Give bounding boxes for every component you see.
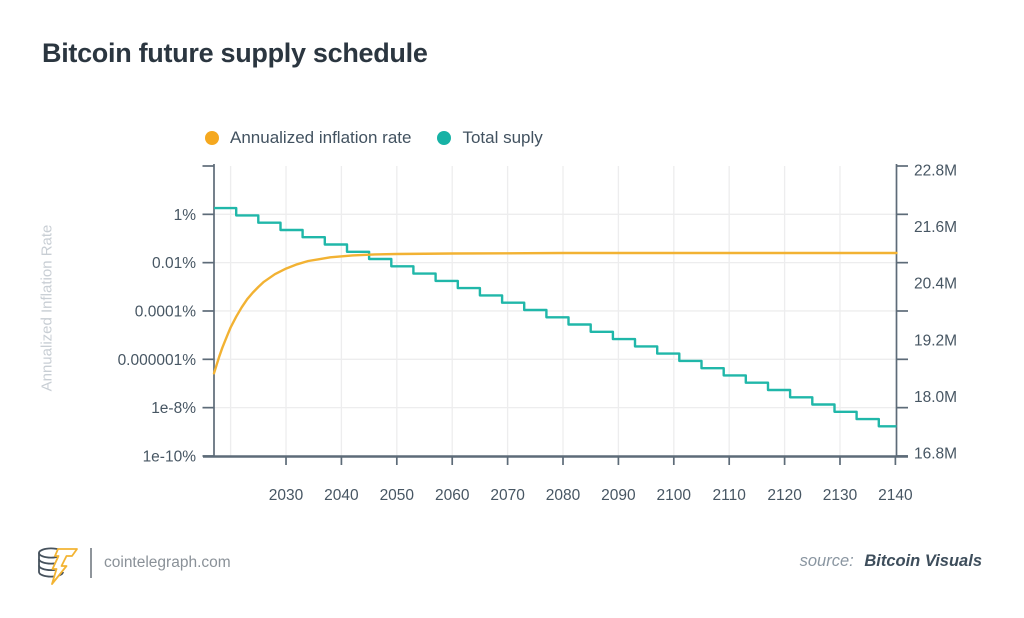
legend-item-supply-label: Total suply	[462, 128, 543, 147]
footer-site-text: cointelegraph.com	[104, 554, 231, 571]
y-left-tick-label: 0.000001%	[118, 352, 197, 369]
x-tick-label: 2050	[380, 487, 415, 504]
cointelegraph-logo-icon	[38, 547, 78, 585]
y-right-tick-label: 21.6M	[914, 219, 957, 236]
y-left-tick-label: 1e-10%	[143, 448, 197, 465]
y-right-tick-label: 20.4M	[914, 276, 957, 293]
footer-divider	[90, 548, 92, 578]
x-tick-label: 2080	[546, 487, 581, 504]
source-prefix: source:	[799, 552, 854, 570]
legend-item-inflation-label: Annualized inflation rate	[230, 128, 412, 147]
x-tick-label: 2100	[657, 487, 692, 504]
x-tick-label: 2070	[490, 487, 525, 504]
x-tick-label: 2030	[269, 487, 304, 504]
x-tick-label: 2120	[767, 487, 802, 504]
supply-legend-dot-icon	[437, 131, 452, 145]
y-right-tick-label: 22.8M	[914, 163, 957, 180]
x-tick-label: 2110	[713, 487, 747, 504]
inflation-step-line	[214, 206, 897, 428]
source-name: Bitcoin Visuals	[864, 552, 982, 570]
supply-curve-line	[212, 251, 898, 375]
x-tick-label: 2040	[324, 487, 359, 504]
y-right-tick-label: 18.0M	[914, 389, 957, 406]
inflation-legend-dot-icon	[205, 131, 219, 145]
legend-item-supply: Total suply	[437, 128, 543, 148]
y-left-tick-label: 1%	[174, 207, 197, 224]
x-tick-label: 2140	[878, 487, 913, 504]
source-credit: source: Bitcoin Visuals	[800, 552, 982, 571]
y-left-tick-label: 1e-8%	[151, 400, 196, 417]
x-tick-label: 2090	[601, 487, 636, 504]
y-right-tick-label: 16.8M	[914, 446, 957, 463]
chart-legend: Annualized inflation rate Total suply	[205, 128, 543, 148]
y-left-tick-label: 0.0001%	[135, 303, 196, 320]
x-tick-label: 2060	[435, 487, 470, 504]
y-left-tick-label: 0.01%	[152, 255, 196, 272]
chart-title: Bitcoin future supply schedule	[42, 38, 428, 68]
legend-item-inflation: Annualized inflation rate	[205, 128, 411, 148]
y-right-tick-label: 19.2M	[914, 332, 957, 349]
x-tick-label: 2130	[823, 487, 858, 504]
